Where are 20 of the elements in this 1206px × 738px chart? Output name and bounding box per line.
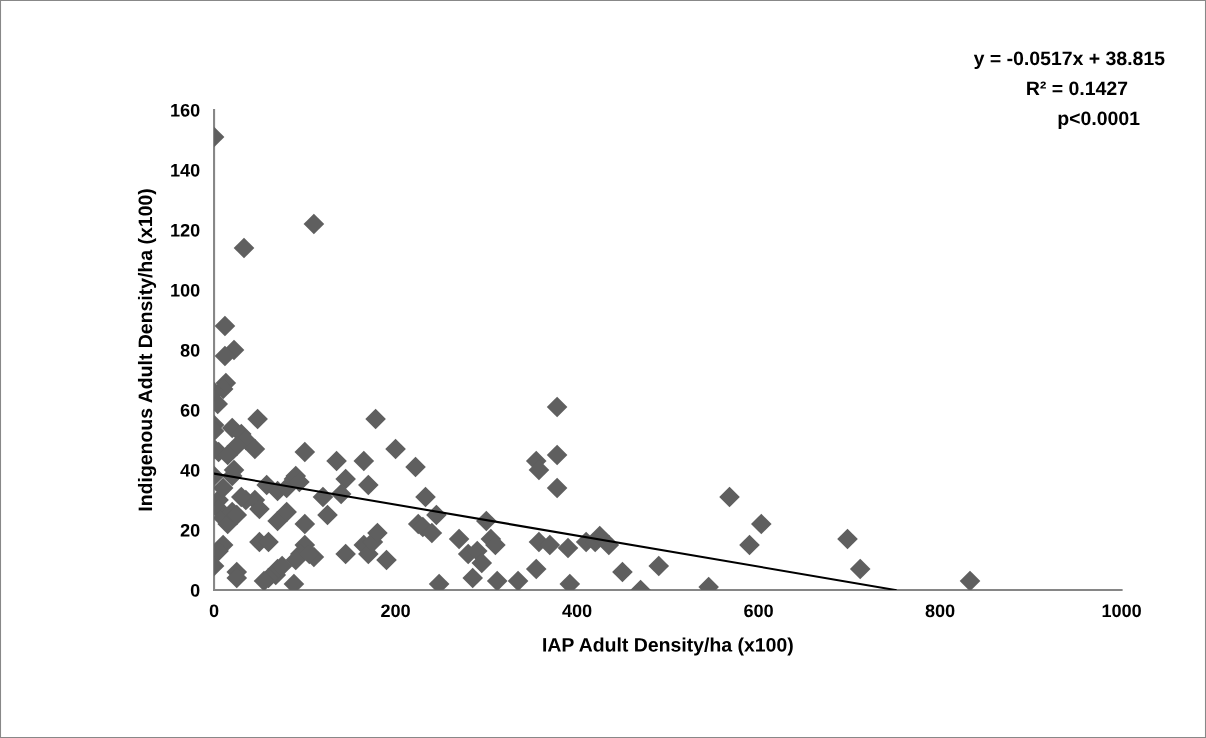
annotation: p<0.0001 bbox=[1058, 111, 1140, 130]
x-tick-label: 600 bbox=[744, 604, 773, 618]
text: R² = 0.1427 bbox=[1027, 81, 1128, 96]
y-tick-label: 100 bbox=[171, 283, 200, 297]
y-tick-label: 140 bbox=[171, 163, 200, 177]
y-axis-title: Indigenous Adult Density/ha (x100) bbox=[137, 189, 157, 511]
x-tick-label: 800 bbox=[925, 604, 955, 618]
x-tick-label: 200 bbox=[381, 604, 410, 618]
x-tick-label: 0 bbox=[209, 604, 219, 618]
text: y = -0.0517x + 38.815 bbox=[973, 51, 1165, 70]
y-tick-label: 60 bbox=[180, 403, 200, 417]
x-tick-label: 400 bbox=[562, 604, 592, 618]
y-tick-label: 20 bbox=[180, 523, 200, 537]
x-axis-title: IAP Adult Density/ha (x100) bbox=[543, 637, 793, 656]
x-tick-label: 1000 bbox=[1102, 604, 1141, 618]
y-tick-label: 0 bbox=[190, 583, 200, 597]
y-tick-label: 120 bbox=[171, 223, 200, 237]
y-tick-label: 160 bbox=[171, 103, 200, 117]
y-tick-label: 40 bbox=[180, 463, 200, 477]
y-tick-label: 80 bbox=[180, 343, 200, 357]
